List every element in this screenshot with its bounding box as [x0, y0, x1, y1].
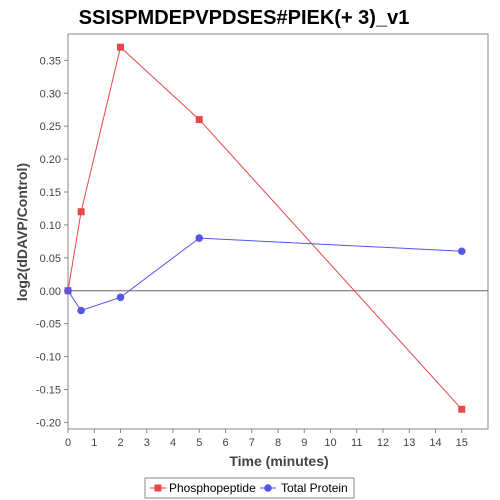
y-tick-label: -0.15	[36, 385, 61, 397]
y-tick-label: 0.15	[40, 187, 61, 199]
y-tick-label: 0.10	[40, 220, 61, 232]
y-tick-label: 0.30	[40, 88, 61, 100]
legend-marker-phosphopeptide	[154, 484, 162, 492]
data-point-phosphopeptide	[77, 208, 85, 216]
legend: Phosphopeptide Total Protein	[144, 477, 355, 499]
x-axis-label: Time (minutes)	[229, 453, 328, 469]
x-tick-label: 3	[144, 437, 150, 449]
legend-label-total-protein: Total Protein	[281, 481, 348, 495]
x-tick-label: 0	[65, 437, 71, 449]
x-tick-label: 9	[301, 437, 307, 449]
x-tick-label: 8	[275, 437, 281, 449]
x-tick-label: 2	[117, 437, 123, 449]
y-tick-label: -0.10	[36, 352, 61, 364]
legend-box	[144, 477, 355, 499]
data-point-total-protein	[457, 247, 466, 256]
x-tick-label: 10	[324, 437, 336, 449]
series-layer	[64, 43, 466, 413]
x-tick-label: 12	[377, 437, 389, 449]
data-point-total-protein	[195, 234, 204, 242]
x-tick-label: 7	[249, 437, 255, 449]
y-tick-label: -0.05	[36, 319, 61, 331]
chart-title: SSISPMDEPVPDSES#PIEK(+ 3)_v1	[79, 7, 410, 29]
y-tick-label: -0.20	[36, 417, 61, 429]
x-axis: 0 1 2 3 4 5 6 7 8 9 10 11 12 13 14 15	[65, 429, 468, 449]
plot-area	[67, 33, 489, 430]
data-point-total-protein	[64, 286, 72, 295]
y-tick-label: 0.20	[40, 154, 61, 166]
legend-marker-total-protein	[264, 484, 272, 492]
x-tick-label: 1	[91, 437, 97, 449]
y-axis-label: log2(dDAVP/Control)	[14, 163, 30, 301]
x-tick-label: 4	[170, 437, 176, 449]
data-point-total-protein	[116, 293, 125, 302]
x-tick-label: 11	[351, 437, 362, 449]
x-tick-label: 5	[196, 437, 202, 449]
data-point-phosphopeptide	[117, 43, 124, 51]
x-tick-label: 15	[456, 437, 468, 449]
data-point-phosphopeptide	[195, 116, 203, 124]
y-tick-label: 0.05	[40, 253, 61, 265]
x-tick-label: 13	[403, 437, 415, 449]
x-tick-label: 6	[222, 437, 228, 449]
data-point-total-protein	[77, 306, 85, 315]
x-tick-label: 14	[429, 437, 441, 449]
y-axis: -0.20 -0.15 -0.10 -0.05 0.00 0.05 0.10 0.15 0.20…	[36, 55, 68, 429]
y-tick-label: 0.35	[40, 55, 61, 67]
data-point-phosphopeptide	[458, 405, 466, 413]
legend-label-phosphopeptide: Phosphopeptide	[169, 481, 256, 495]
y-tick-label: 0.00	[40, 286, 61, 298]
y-tick-label: 0.25	[40, 121, 61, 133]
